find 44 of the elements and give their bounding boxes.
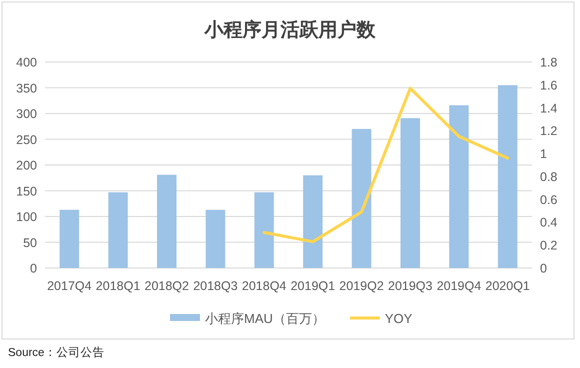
x-tick-label: 2019Q4	[436, 279, 482, 293]
y2-tick-label: 0.6	[540, 192, 558, 207]
y2-tick-label: 1.6	[540, 78, 558, 92]
bar	[60, 210, 80, 268]
x-tick-label: 2018Q2	[144, 279, 190, 293]
y2-tick-label: 1.4	[540, 101, 558, 116]
x-tick-label: 2018Q3	[193, 279, 238, 293]
source-note: Source：公司公告	[8, 346, 104, 359]
legend-label: YOY	[384, 311, 413, 326]
y-tick-label: 250	[16, 132, 38, 147]
y-tick-label: 200	[16, 158, 38, 172]
bar	[206, 210, 226, 268]
y-tick-label: 0	[30, 262, 38, 276]
y2-tick-label: 1	[540, 147, 547, 162]
x-tick-label: 2018Q1	[96, 279, 140, 293]
bar	[303, 175, 323, 268]
y-tick-label: 300	[16, 107, 38, 121]
bar	[400, 118, 420, 268]
x-tick-label: 2019Q3	[388, 279, 433, 293]
x-tick-label: 2018Q4	[242, 279, 286, 293]
bar	[108, 192, 128, 268]
y-tick-label: 150	[16, 184, 38, 198]
y-tick-label: 350	[16, 81, 38, 96]
y2-tick-label: 0.8	[540, 170, 558, 184]
y2-tick-label: 1.8	[540, 56, 558, 70]
y2-tick-label: 0.4	[540, 216, 558, 230]
y2-tick-label: 1.2	[540, 124, 558, 138]
y-tick-label: 400	[16, 56, 38, 70]
bar	[449, 105, 469, 268]
x-tick-label: 2019Q2	[339, 279, 384, 293]
y-tick-label: 50	[23, 236, 38, 250]
bar	[254, 192, 274, 268]
x-tick-label: 2020Q1	[485, 279, 530, 293]
y-tick-label: 100	[16, 210, 38, 224]
bar	[157, 174, 176, 268]
bar	[498, 85, 518, 268]
x-tick-label: 2017Q4	[47, 279, 92, 293]
x-tick-label: 2019Q1	[290, 279, 336, 293]
chart-title: 小程序月活跃用户数	[204, 19, 376, 41]
line-series	[262, 86, 510, 244]
legend-label: 小程序MAU（百万）	[205, 311, 325, 326]
y2-tick-label: 0.2	[540, 238, 558, 253]
bar	[352, 128, 372, 268]
y2-tick-label: 0	[540, 262, 547, 276]
